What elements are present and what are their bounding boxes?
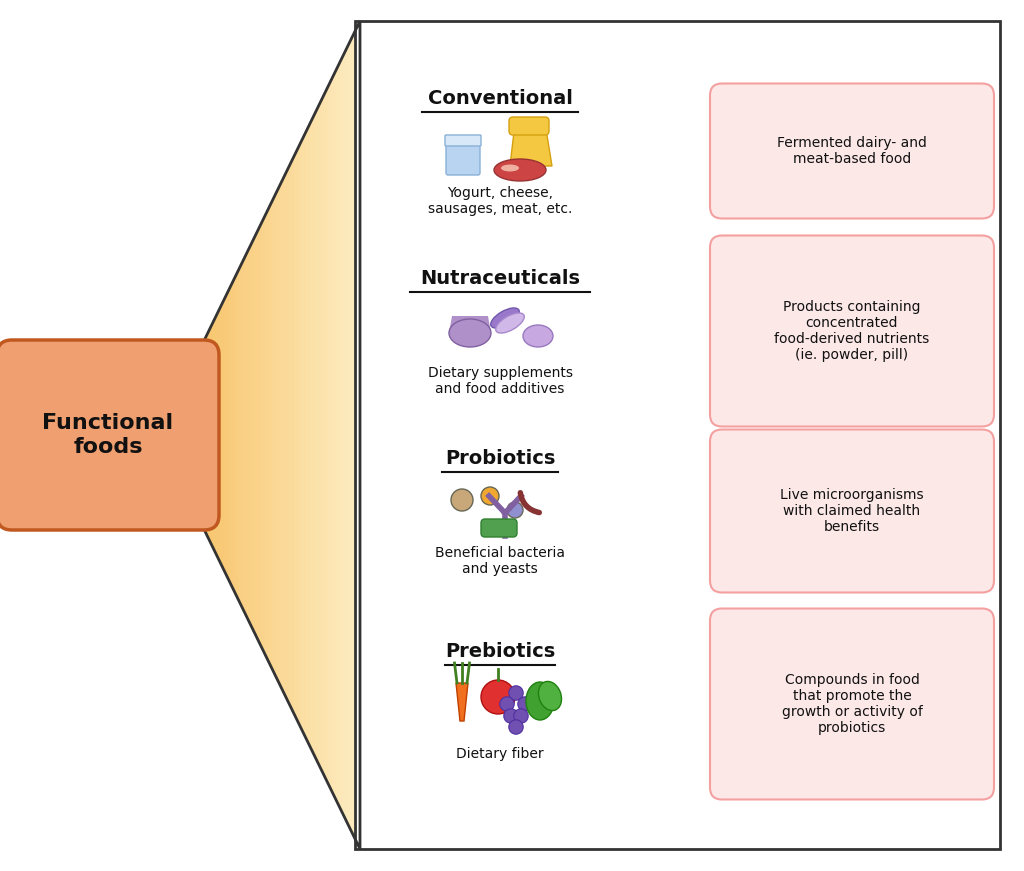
Text: Beneficial bacteria
and yeasts: Beneficial bacteria and yeasts: [435, 546, 565, 576]
Text: Dietary fiber: Dietary fiber: [456, 747, 544, 761]
Text: Live microorganisms
with claimed health
benefits: Live microorganisms with claimed health …: [780, 488, 924, 534]
Circle shape: [509, 719, 523, 734]
Text: Dietary supplements
and food additives: Dietary supplements and food additives: [427, 366, 572, 396]
Polygon shape: [449, 316, 490, 333]
Ellipse shape: [523, 325, 553, 347]
FancyBboxPatch shape: [355, 21, 1000, 849]
FancyBboxPatch shape: [710, 84, 994, 219]
Ellipse shape: [526, 682, 554, 720]
Text: Fermented dairy- and
meat-based food: Fermented dairy- and meat-based food: [777, 136, 927, 166]
Text: Conventional: Conventional: [428, 89, 572, 107]
Circle shape: [504, 709, 518, 723]
FancyBboxPatch shape: [446, 143, 480, 175]
Polygon shape: [510, 123, 552, 166]
Circle shape: [507, 502, 523, 518]
Text: Prebiotics: Prebiotics: [444, 642, 555, 660]
Text: Nutraceuticals: Nutraceuticals: [420, 268, 580, 287]
FancyBboxPatch shape: [445, 135, 481, 146]
Text: Probiotics: Probiotics: [444, 449, 555, 468]
Circle shape: [481, 680, 515, 714]
Ellipse shape: [539, 681, 561, 711]
Polygon shape: [456, 683, 468, 721]
Circle shape: [509, 685, 523, 700]
FancyBboxPatch shape: [710, 235, 994, 427]
Circle shape: [514, 709, 528, 723]
Circle shape: [451, 489, 473, 511]
Text: Compounds in food
that promote the
growth or activity of
probiotics: Compounds in food that promote the growt…: [781, 672, 923, 735]
FancyBboxPatch shape: [481, 519, 517, 537]
Circle shape: [518, 697, 532, 712]
Ellipse shape: [496, 313, 524, 333]
Text: Yogurt, cheese,
sausages, meat, etc.: Yogurt, cheese, sausages, meat, etc.: [428, 186, 572, 216]
Ellipse shape: [494, 159, 546, 181]
Text: Functional
foods: Functional foods: [42, 414, 173, 456]
FancyBboxPatch shape: [710, 429, 994, 592]
Circle shape: [500, 697, 514, 712]
Text: Products containing
concentrated
food-derived nutrients
(ie. powder, pill): Products containing concentrated food-de…: [774, 300, 930, 362]
Ellipse shape: [490, 308, 519, 328]
FancyBboxPatch shape: [509, 117, 549, 135]
Ellipse shape: [449, 319, 490, 347]
FancyBboxPatch shape: [0, 340, 219, 530]
Ellipse shape: [501, 165, 519, 172]
Circle shape: [481, 487, 499, 505]
FancyBboxPatch shape: [710, 609, 994, 800]
